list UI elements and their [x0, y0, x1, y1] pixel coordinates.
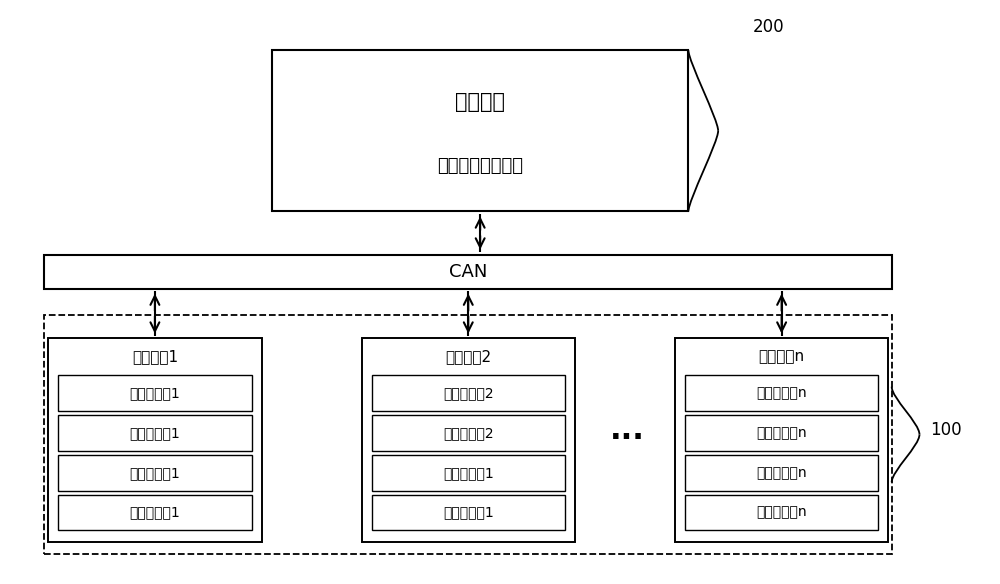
Text: （零力控制算法）: （零力控制算法） [437, 157, 523, 175]
Bar [44, 315, 892, 554]
Text: 力矩传感器1: 力矩传感器1 [130, 506, 180, 520]
Bar [685, 376, 878, 411]
Text: 200: 200 [753, 18, 784, 36]
Bar [685, 495, 878, 530]
Text: 位置传感器2: 位置传感器2 [443, 426, 494, 440]
Bar [58, 376, 252, 411]
Bar [58, 455, 252, 491]
Text: CAN: CAN [449, 263, 487, 281]
Bar [272, 50, 688, 211]
Text: 100: 100 [930, 421, 962, 439]
Text: 位置传感器n: 位置传感器n [756, 426, 807, 440]
Bar [372, 376, 565, 411]
Bar [58, 495, 252, 530]
Text: 柔性关节n: 柔性关节n [759, 349, 805, 364]
Text: ···: ··· [609, 425, 644, 453]
Bar [372, 455, 565, 491]
Bar [372, 415, 565, 451]
Bar [48, 338, 262, 543]
Bar [685, 455, 878, 491]
Text: 柔性关节2: 柔性关节2 [445, 349, 491, 364]
Bar [362, 338, 575, 543]
Text: 力矩传感器n: 力矩传感器n [756, 506, 807, 520]
Text: 柔性关节1: 柔性关节1 [132, 349, 178, 364]
Text: 关节控制器2: 关节控制器2 [443, 387, 494, 400]
Text: 速度传感器n: 速度传感器n [756, 466, 807, 480]
Bar [58, 415, 252, 451]
Bar [685, 415, 878, 451]
Bar [675, 338, 888, 543]
Bar [372, 495, 565, 530]
Text: 关节控制器1: 关节控制器1 [130, 387, 180, 400]
Text: 力矩传感器1: 力矩传感器1 [443, 506, 494, 520]
Text: 速度传感器1: 速度传感器1 [130, 466, 180, 480]
Text: 速度传感器1: 速度传感器1 [443, 466, 494, 480]
Text: 主控制器: 主控制器 [455, 92, 505, 112]
Bar [44, 255, 892, 289]
Text: 位置传感器1: 位置传感器1 [130, 426, 180, 440]
Text: 关节控制器n: 关节控制器n [756, 387, 807, 400]
